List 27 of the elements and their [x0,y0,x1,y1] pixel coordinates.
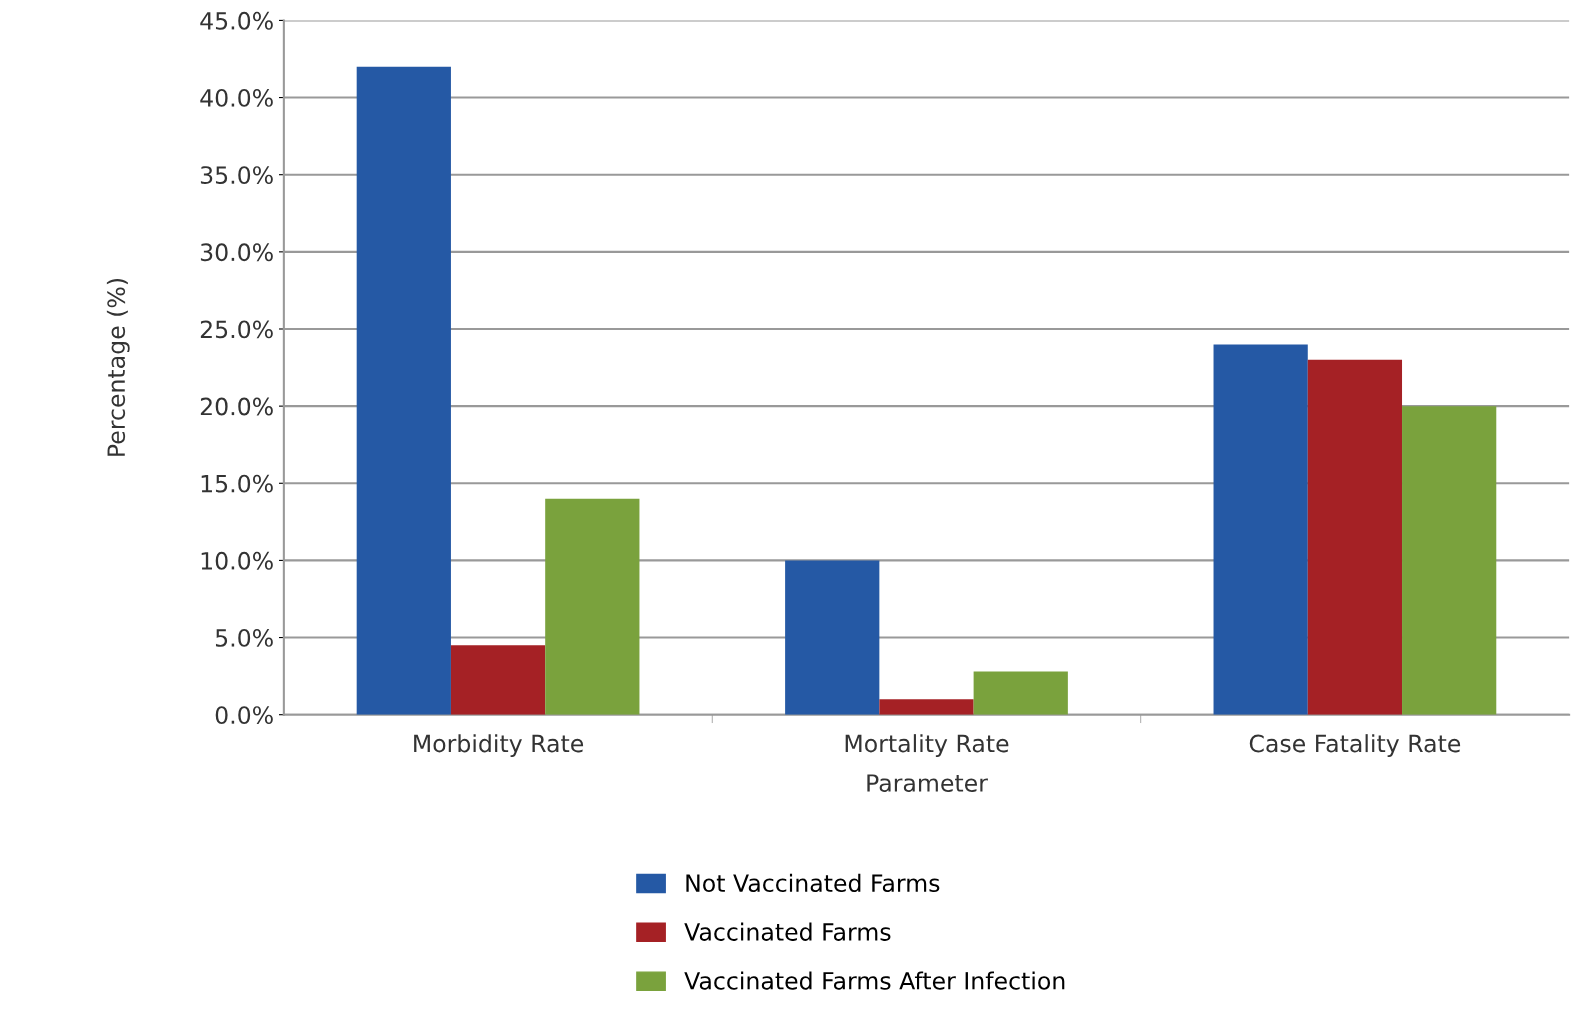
y-tick-label: 0.0% [215,706,273,725]
bar [785,560,880,715]
x-tick-label: Morbidity Rate [414,734,584,757]
y-tick-label: 35.0% [200,166,273,185]
y-tick-label: 40.0% [200,89,273,107]
y-tick-label: 5.0% [215,629,273,647]
y-tick-label: 30.0% [200,243,273,262]
legend-label: Not Vaccinated Farms [686,873,940,893]
bar [879,699,974,715]
bar [356,66,451,715]
legend-label: Vaccinated Farms After Infection [684,971,1065,990]
bar [1213,344,1308,715]
bar [545,498,640,715]
bar [1307,359,1403,715]
bar [450,645,546,715]
y-axis-title: Percentage (%) [106,279,130,456]
y-tick-label: 15.0% [201,474,273,493]
x-axis-title: Parameter [867,774,988,792]
x-tick-label: Mortality Rate [845,734,1009,757]
y-tick-label: 25.0% [200,320,273,339]
legend-label: Vaccinated Farms [684,922,891,941]
x-tick-label: Case Fatality Rate [1249,734,1461,757]
bar [973,671,1068,715]
y-tick-label: 20.0% [200,397,273,416]
bar [1402,406,1497,715]
y-tick-label: 10.0% [201,551,273,570]
y-tick-label: 45.0% [200,11,273,30]
